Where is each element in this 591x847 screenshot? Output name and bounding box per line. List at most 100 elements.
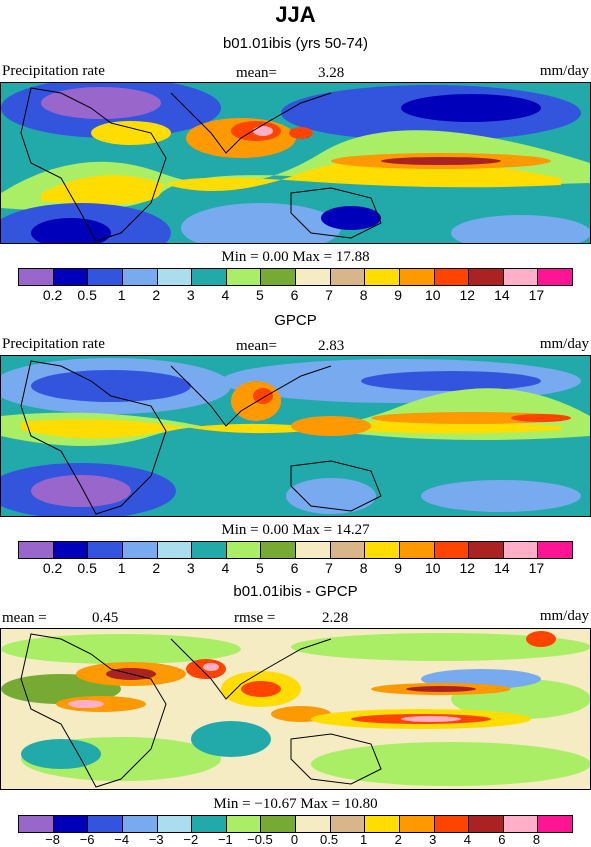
panel1-minmax: Min = 0.00 Max = 17.88 xyxy=(0,249,591,266)
panel2-mean-label: mean= xyxy=(236,338,277,354)
panel3-subtitle: b01.01ibis - GPCP xyxy=(233,583,358,600)
panel2-map xyxy=(0,355,591,517)
panel2-colorbar-ticks: 0.2 0.5 1 2 3 4 5 6 7 8 9 10 12 14 17 xyxy=(18,560,571,578)
colorbar-swatch xyxy=(468,816,503,832)
colorbar-swatch xyxy=(52,816,88,832)
panel2-minmax: Min = 0.00 Max = 14.27 xyxy=(0,522,591,539)
colorbar-tick-label: 1 xyxy=(360,832,368,847)
colorbar-tick-label: 0.2 xyxy=(42,287,63,303)
panel3-colorbar xyxy=(18,815,573,833)
colorbar-swatch xyxy=(295,816,330,832)
colorbar-tick-label: 4 xyxy=(221,560,230,576)
colorbar-swatch xyxy=(87,816,122,832)
colorbar-tick-label: 14 xyxy=(494,287,510,303)
colorbar-swatch xyxy=(398,816,434,832)
colorbar-tick-label: 14 xyxy=(494,560,510,576)
colorbar-tick-label: 2 xyxy=(152,560,161,576)
colorbar-tick-label: 17 xyxy=(528,287,545,303)
colorbar-tick-label: 8 xyxy=(359,560,368,576)
colorbar-tick-label: 2 xyxy=(152,287,161,303)
colorbar-swatch xyxy=(537,816,572,832)
colorbar-tick-label: 8 xyxy=(532,832,541,847)
colorbar-tick-label: 1 xyxy=(117,287,126,303)
colorbar-swatch xyxy=(225,816,261,832)
colorbar-swatch xyxy=(468,269,503,285)
panel2-colorbar xyxy=(18,541,573,559)
panel1-mean-label: mean= xyxy=(236,65,277,81)
colorbar-swatch xyxy=(468,542,503,558)
panel3-max-value: 10.80 xyxy=(343,796,378,812)
colorbar-swatch xyxy=(364,269,399,285)
panel1-min-label: Min = xyxy=(221,249,259,265)
colorbar-swatch xyxy=(19,269,53,285)
colorbar-tick-label: −2 xyxy=(183,832,199,847)
colorbar-swatch xyxy=(156,542,192,558)
colorbar-tick-label: 5 xyxy=(256,560,264,576)
colorbar-swatch xyxy=(433,816,469,832)
colorbar-tick-label: −3 xyxy=(148,832,164,847)
panel2-variable-label: Precipitation rate xyxy=(2,336,105,352)
colorbar-swatch xyxy=(329,816,365,832)
colorbar-tick-label: 7 xyxy=(325,287,333,303)
colorbar-swatch xyxy=(260,816,295,832)
panel1-subtitle: b01.01ibis (yrs 50-74) xyxy=(222,35,369,52)
colorbar-swatch xyxy=(537,269,572,285)
panel3-minmax: Min = −10.67 Max = 10.80 xyxy=(0,796,591,813)
colorbar-tick-label: 0.2 xyxy=(42,560,63,576)
colorbar-swatch xyxy=(121,542,157,558)
panel2-subtitle: GPCP xyxy=(274,312,317,329)
colorbar-swatch xyxy=(156,816,192,832)
colorbar-tick-label: 0.5 xyxy=(77,287,97,303)
panel1-max-value: 17.88 xyxy=(335,249,370,265)
panel1-mean-value: 3.28 xyxy=(318,65,345,81)
panel3-max-label: Max = xyxy=(300,796,341,812)
colorbar-tick-label: 9 xyxy=(394,287,403,303)
colorbar-tick-label: 10 xyxy=(424,560,441,576)
colorbar-swatch xyxy=(329,269,365,285)
colorbar-swatch xyxy=(502,816,538,832)
colorbar-tick-label: 12 xyxy=(459,560,476,576)
panel3-colorbar-ticks: −8 −6 −4 −3 −2 −1 −0.5 0 0.5 1 2 3 4 6 8 xyxy=(18,832,571,847)
colorbar-tick-label: −0.5 xyxy=(247,832,273,847)
colorbar-swatch xyxy=(191,816,226,832)
colorbar-tick-label: 3 xyxy=(429,832,437,847)
colorbar-tick-label: 10 xyxy=(424,287,441,303)
colorbar-swatch xyxy=(364,542,399,558)
panel1-map xyxy=(0,82,591,244)
colorbar-swatch xyxy=(398,542,434,558)
colorbar-swatch xyxy=(433,542,469,558)
panel2-max-label: Max = xyxy=(292,522,333,538)
colorbar-swatch xyxy=(295,542,330,558)
colorbar-tick-label: 0 xyxy=(290,832,299,847)
colorbar-swatch xyxy=(260,269,295,285)
colorbar-tick-label: 6 xyxy=(290,560,299,576)
colorbar-swatch xyxy=(225,269,261,285)
panel2-units: mm/day xyxy=(539,336,589,352)
colorbar-tick-label: 7 xyxy=(325,560,333,576)
panel3-mean-value: 0.45 xyxy=(92,610,119,626)
colorbar-swatch xyxy=(52,269,88,285)
panel1-max-label: Max = xyxy=(292,249,333,265)
colorbar-tick-label: 3 xyxy=(186,287,195,303)
colorbar-swatch xyxy=(329,542,365,558)
colorbar-swatch xyxy=(156,269,192,285)
panel3-mean-label: mean = xyxy=(2,610,47,626)
panel1-colorbar-ticks: 0.2 0.5 1 2 3 4 5 6 7 8 9 10 12 14 17 xyxy=(18,287,571,305)
panel3-rmse-value: 2.28 xyxy=(322,610,349,626)
colorbar-tick-label: 0.5 xyxy=(320,832,339,847)
panel2-mean-value: 2.83 xyxy=(318,338,345,354)
colorbar-tick-label: 5 xyxy=(256,287,264,303)
colorbar-tick-label: 12 xyxy=(459,287,476,303)
colorbar-tick-label: 4 xyxy=(463,832,471,847)
colorbar-tick-label: −6 xyxy=(79,832,95,847)
colorbar-swatch xyxy=(364,816,399,832)
colorbar-tick-label: 1 xyxy=(117,560,126,576)
panel3-min-value: −10.67 xyxy=(254,796,297,812)
colorbar-swatch xyxy=(295,269,330,285)
colorbar-swatch xyxy=(19,816,53,832)
colorbar-swatch xyxy=(121,816,157,832)
colorbar-tick-label: 0.5 xyxy=(77,560,97,576)
colorbar-tick-label: 6 xyxy=(498,832,506,847)
colorbar-swatch xyxy=(260,542,295,558)
colorbar-swatch xyxy=(121,269,157,285)
